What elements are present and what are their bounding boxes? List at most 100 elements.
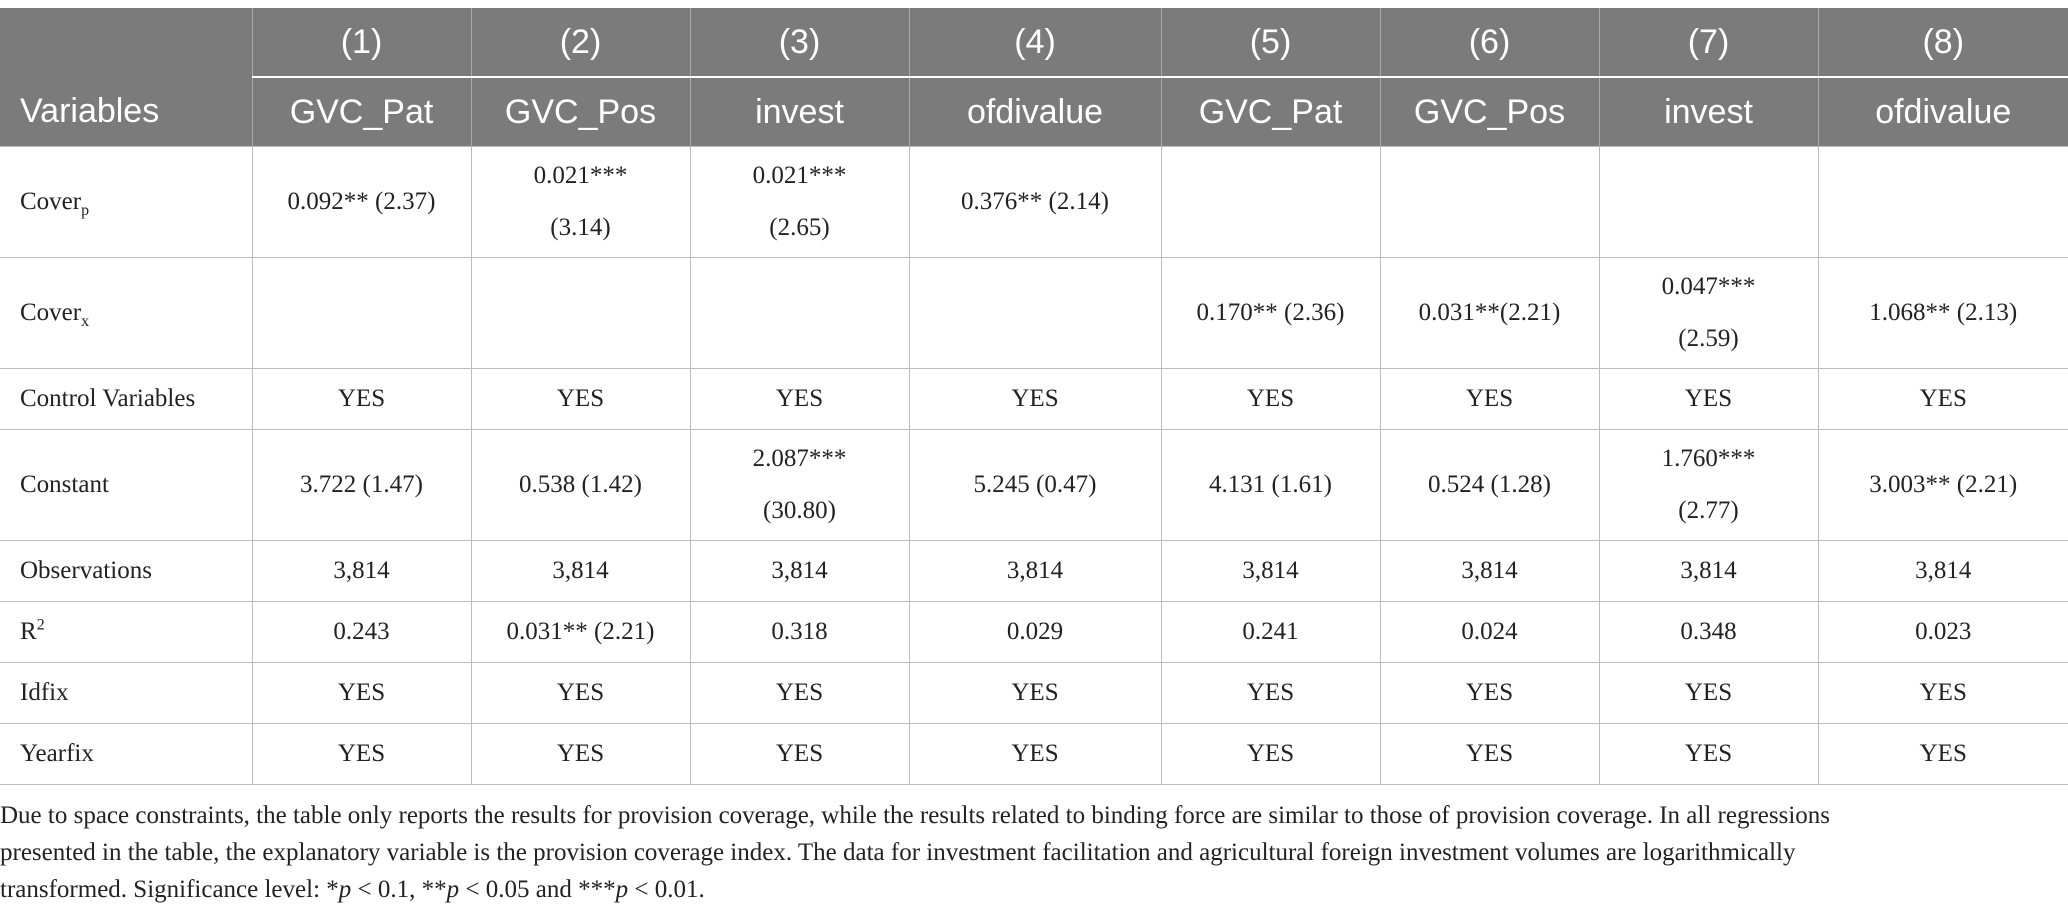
cell-line: 3,814 xyxy=(1006,557,1064,584)
cell-line: 1.760*** xyxy=(1661,445,1756,472)
column-variable-2: GVC_Pos xyxy=(471,76,691,147)
table-cell: 3,814 xyxy=(471,540,691,602)
table-cell: 0.029 xyxy=(909,601,1162,663)
cell-line: 0.092** (2.37) xyxy=(287,188,436,215)
cell-line: YES xyxy=(1465,679,1514,706)
cell-line: YES xyxy=(775,679,824,706)
cell-line: YES xyxy=(775,740,824,767)
cell-line: 3,814 xyxy=(552,557,609,584)
footnote-line-2: presented in the table, the explanatory … xyxy=(0,839,1796,866)
column-variable-3: invest xyxy=(690,76,910,147)
cell-line: 3,814 xyxy=(1680,557,1737,584)
cell-line: YES xyxy=(1011,385,1059,412)
table-cell: YES xyxy=(1818,368,2068,430)
row-label-text: Cover xyxy=(20,188,82,215)
table-cell: 3,814 xyxy=(252,540,472,602)
cell-line: 0.031**(2.21) xyxy=(1418,299,1561,326)
column-variable-5: GVC_Pat xyxy=(1161,76,1381,147)
table-cell: YES xyxy=(471,662,691,724)
table-cell: YES xyxy=(690,662,910,724)
cell-line: YES xyxy=(556,740,605,767)
table-cell: 0.538 (1.42) xyxy=(471,429,691,541)
table-cell xyxy=(1818,146,2068,258)
row-label-text: Control Variables xyxy=(20,385,196,412)
regression-results-table-container: (1) (2) (3) (4) (5) (6) (7) (8) Variable… xyxy=(0,8,2068,785)
table-cell: 0.376** (2.14) xyxy=(909,146,1162,258)
table-cell xyxy=(252,257,472,369)
table-row: Control Variables YES YES YES YES YES YES YES YE… xyxy=(0,368,2068,430)
row-label: Idfix xyxy=(0,662,253,724)
table-cell: 3,814 xyxy=(1818,540,2068,602)
table-cell: YES xyxy=(690,723,910,785)
cell-line: YES xyxy=(1684,679,1733,706)
cell-line: 3,814 xyxy=(1915,557,1972,584)
table-cell: YES xyxy=(1599,368,1819,430)
table-cell: YES xyxy=(1599,662,1819,724)
table-row: Coverp 0.092** (2.37) 0.021*** (3.14) 0.021*… xyxy=(0,146,2068,258)
cell-line: 0.241 xyxy=(1242,618,1299,645)
table-cell: 0.318 xyxy=(690,601,910,663)
table-cell: 1.068** (2.13) xyxy=(1818,257,2068,369)
cell-line: 3.003** (2.21) xyxy=(1869,471,2018,498)
table-cell: 3,814 xyxy=(1380,540,1600,602)
row-label: Constant xyxy=(0,429,253,541)
table-cell: 2.087*** (30.80) xyxy=(690,429,910,541)
table-cell: 3,814 xyxy=(1599,540,1819,602)
table-cell: YES xyxy=(909,723,1162,785)
cell-line: YES xyxy=(1246,385,1295,412)
table-cell xyxy=(471,257,691,369)
column-number-8: (8) xyxy=(1818,8,2068,77)
table-cell xyxy=(909,257,1162,369)
table-cell: 0.241 xyxy=(1161,601,1381,663)
table-cell: 0.348 xyxy=(1599,601,1819,663)
cell-line: 0.243 xyxy=(333,618,390,645)
cell-line: YES xyxy=(1011,740,1059,767)
table-row: Observations 3,814 3,814 3,814 3,814 3,814 3,8… xyxy=(0,540,2068,602)
table-row: Yearfix YES YES YES YES YES YES YES YES xyxy=(0,723,2068,785)
cell-line: YES xyxy=(1919,385,1967,412)
table-cell: YES xyxy=(1818,723,2068,785)
column-number-7: (7) xyxy=(1599,8,1819,77)
cell-line: (3.14) xyxy=(550,214,611,241)
row-label-subscript: p xyxy=(81,202,90,219)
cell-line: YES xyxy=(337,740,386,767)
column-number-1: (1) xyxy=(252,8,472,77)
table-cell: YES xyxy=(1380,368,1600,430)
column-number-2: (2) xyxy=(471,8,691,77)
table-cell xyxy=(1599,146,1819,258)
cell-line: 4.131 (1.61) xyxy=(1209,471,1332,498)
column-variable-4: ofdivalue xyxy=(909,76,1162,147)
cell-line: YES xyxy=(337,385,386,412)
cell-line: YES xyxy=(1465,740,1514,767)
table-cell: 0.021*** (3.14) xyxy=(471,146,691,258)
table-cell: YES xyxy=(252,723,472,785)
table-cell: 4.131 (1.61) xyxy=(1161,429,1381,541)
row-label-superscript: 2 xyxy=(36,616,45,634)
row-label-text: Constant xyxy=(20,471,109,498)
table-cell xyxy=(1161,146,1381,258)
cell-line: (2.77) xyxy=(1678,497,1739,524)
table-cell: YES xyxy=(1380,723,1600,785)
table-cell: 0.092** (2.37) xyxy=(252,146,472,258)
table-cell: 3,814 xyxy=(1161,540,1381,602)
cell-line: YES xyxy=(1919,679,1967,706)
cell-line: YES xyxy=(1684,385,1733,412)
table-cell: YES xyxy=(1818,662,2068,724)
row-label: Control Variables xyxy=(0,368,253,430)
footnote-p-symbol-2: p xyxy=(446,876,460,903)
cell-line: (2.65) xyxy=(769,214,830,241)
table-cell: 5.245 (0.47) xyxy=(909,429,1162,541)
cell-line: (30.80) xyxy=(763,497,836,524)
table-cell: 0.524 (1.28) xyxy=(1380,429,1600,541)
regression-results-table: (1) (2) (3) (4) (5) (6) (7) (8) Variable… xyxy=(0,8,2068,785)
table-cell: YES xyxy=(1599,723,1819,785)
cell-line: 0.170** (2.36) xyxy=(1196,299,1345,326)
table-cell: YES xyxy=(1161,662,1381,724)
row-label-text: Idfix xyxy=(20,679,69,706)
column-number-3: (3) xyxy=(690,8,910,77)
row-label: Observations xyxy=(0,540,253,602)
cell-line: 3,814 xyxy=(1242,557,1299,584)
cell-line: YES xyxy=(1246,679,1295,706)
table-cell: 3,814 xyxy=(909,540,1162,602)
footnote-line-3-prefix: transformed. Significance level: * xyxy=(0,876,339,903)
